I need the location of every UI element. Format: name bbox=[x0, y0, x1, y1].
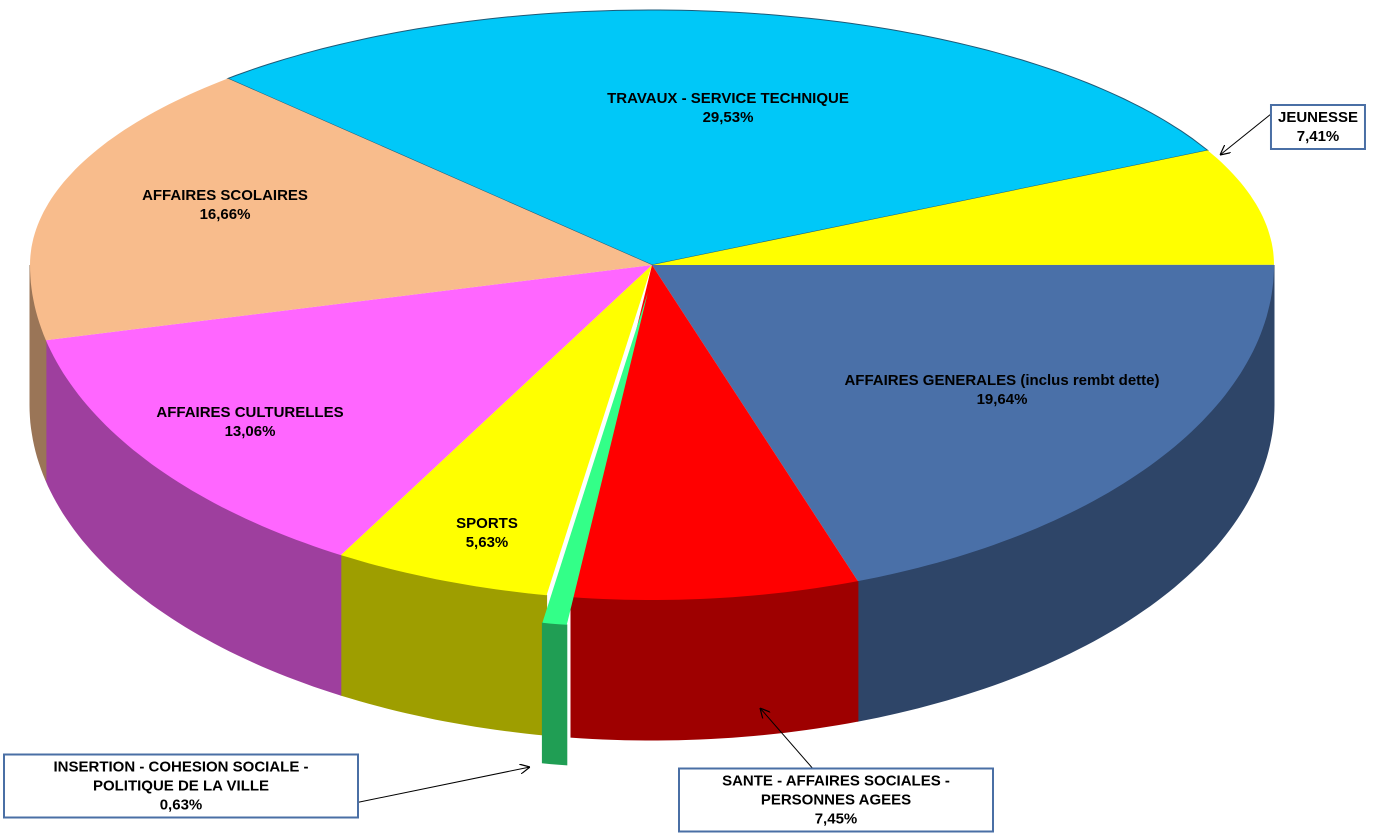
category-name: AFFAIRES SCOLAIRES bbox=[142, 187, 308, 204]
slice-label: INSERTION - COHESION SOCIALE - POLITIQUE… bbox=[3, 753, 359, 819]
slice-label: AFFAIRES CULTURELLES 13,06% bbox=[100, 403, 400, 441]
value-label: 0,63% bbox=[159, 796, 203, 814]
value-label: 5,63% bbox=[465, 534, 509, 551]
slice-label: SANTE - AFFAIRES SOCIALES - PERSONNES AG… bbox=[678, 767, 994, 833]
category-name: TRAVAUX - SERVICE TECHNIQUE bbox=[607, 90, 849, 107]
slice bbox=[340, 265, 652, 596]
slice-side bbox=[541, 622, 568, 766]
category-name: AFFAIRES GENERALES (inclus rembt dette) bbox=[844, 372, 1160, 389]
callout-arrow bbox=[1220, 109, 1277, 155]
category-name: AFFAIRES CULTURELLES bbox=[156, 404, 344, 421]
slice bbox=[652, 264, 1274, 582]
category-name: SANTE - AFFAIRES SOCIALES - PERSONNES AG… bbox=[722, 772, 950, 809]
callout-arrow bbox=[344, 767, 530, 806]
slice-label: JEUNESSE 7,41% bbox=[1269, 104, 1367, 150]
slice-side bbox=[29, 264, 47, 481]
slice bbox=[542, 292, 648, 625]
slice bbox=[571, 265, 858, 600]
category-name: JEUNESSE bbox=[1277, 109, 1359, 126]
slice-label: AFFAIRES SCOLAIRES 16,66% bbox=[75, 186, 375, 224]
value-label: 29,53% bbox=[702, 109, 754, 126]
value-label: 16,66% bbox=[199, 206, 251, 223]
category-name: SPORTS bbox=[456, 515, 518, 532]
slice-side bbox=[570, 580, 859, 741]
value-label: 13,06% bbox=[224, 423, 276, 440]
value-label: 19,64% bbox=[976, 391, 1028, 408]
slice bbox=[652, 150, 1274, 265]
slice bbox=[226, 9, 1209, 266]
slice-label: TRAVAUX - SERVICE TECHNIQUE 29,53% bbox=[528, 89, 928, 127]
slice bbox=[30, 78, 652, 341]
slice-label: AFFAIRES GENERALES (inclus rembt dette) 1… bbox=[842, 371, 1162, 409]
value-label: 7,45% bbox=[814, 810, 858, 828]
slice bbox=[45, 265, 652, 556]
slice-label: SPORTS 5,63% bbox=[456, 514, 518, 552]
value-label: 7,41% bbox=[1296, 128, 1340, 145]
category-name: INSERTION - COHESION SOCIALE - POLITIQUE… bbox=[53, 758, 309, 795]
